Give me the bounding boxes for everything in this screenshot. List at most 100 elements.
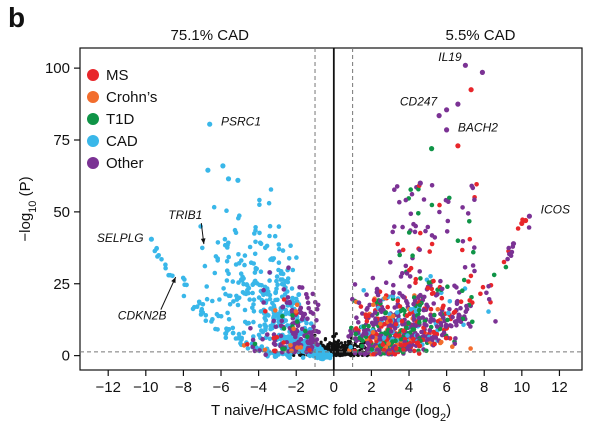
other-point bbox=[315, 302, 321, 308]
right-point bbox=[370, 330, 376, 335]
highlight-point bbox=[205, 167, 211, 173]
highlight-point bbox=[526, 213, 533, 219]
cad-point bbox=[294, 296, 299, 302]
other-point bbox=[305, 340, 311, 346]
cad-point bbox=[290, 267, 296, 273]
right-point bbox=[353, 331, 359, 337]
x-tick-label: −10 bbox=[133, 379, 158, 396]
cad-point bbox=[235, 302, 241, 308]
cad-point bbox=[284, 310, 290, 316]
null-point bbox=[336, 348, 340, 353]
other-point bbox=[304, 292, 309, 297]
cad-point bbox=[257, 202, 262, 207]
right-arm-point bbox=[526, 225, 532, 230]
cad-point bbox=[280, 248, 286, 253]
cad-point bbox=[272, 233, 278, 239]
gene-label: SELPLG bbox=[97, 231, 144, 245]
x-tick-label: 2 bbox=[367, 379, 375, 396]
right-point bbox=[358, 304, 364, 309]
right-point bbox=[417, 302, 423, 308]
null-point bbox=[340, 352, 344, 356]
other-point bbox=[300, 314, 306, 320]
cad-point bbox=[170, 273, 175, 279]
right-point bbox=[439, 295, 445, 301]
right-point bbox=[378, 335, 384, 341]
axes: −12 −10 −8 −6 −4 −2 0 2 4 6 8 10 12 0 25 50 75 100 T naive… bbox=[17, 60, 568, 424]
right-point bbox=[356, 320, 361, 325]
right-point bbox=[361, 324, 367, 330]
legend-swatch bbox=[87, 113, 99, 125]
cad-point bbox=[236, 331, 242, 337]
right-point bbox=[382, 295, 388, 301]
right-point bbox=[370, 335, 375, 340]
right-arm-point bbox=[480, 284, 486, 290]
left-mixed-point bbox=[298, 345, 304, 350]
right-arm-point bbox=[505, 256, 510, 262]
other-point bbox=[298, 305, 304, 311]
left-mixed-point bbox=[305, 334, 310, 340]
right-point bbox=[447, 299, 453, 304]
cad-point bbox=[246, 285, 252, 291]
highlight-point bbox=[462, 62, 468, 68]
cad-point bbox=[251, 319, 256, 325]
cad-point bbox=[237, 213, 242, 218]
cad-point bbox=[259, 283, 264, 288]
right-point bbox=[361, 288, 367, 293]
cad-point bbox=[244, 321, 250, 326]
right-point bbox=[416, 351, 422, 356]
right-point bbox=[467, 236, 473, 242]
cad-point bbox=[156, 253, 161, 258]
right-point bbox=[397, 199, 402, 205]
x-tick-label: −12 bbox=[95, 379, 120, 396]
cad-point bbox=[275, 282, 280, 288]
cad-point bbox=[315, 355, 320, 361]
gene-label: PSRC1 bbox=[221, 115, 261, 129]
cad-point bbox=[199, 306, 205, 312]
right-point bbox=[397, 304, 403, 309]
cad-point bbox=[209, 319, 214, 324]
right-point bbox=[416, 315, 422, 321]
right-point bbox=[426, 280, 432, 285]
right-point bbox=[400, 271, 405, 276]
right-point bbox=[391, 290, 396, 296]
other-point bbox=[263, 352, 269, 358]
right-point bbox=[460, 239, 466, 244]
right-point bbox=[416, 186, 421, 192]
right-point bbox=[386, 341, 391, 346]
x-tick-label: 6 bbox=[442, 379, 450, 396]
right-point bbox=[408, 211, 414, 217]
right-point bbox=[388, 260, 393, 265]
cad-point bbox=[286, 255, 292, 261]
other-point bbox=[261, 287, 266, 293]
null-point bbox=[335, 343, 339, 347]
cad-point bbox=[285, 279, 291, 285]
right-point bbox=[359, 343, 365, 349]
highlight-point bbox=[148, 236, 154, 242]
right-point bbox=[439, 286, 445, 292]
right-point bbox=[395, 298, 401, 304]
cad-point bbox=[204, 284, 209, 289]
right-point bbox=[418, 230, 423, 236]
cad-point bbox=[274, 274, 280, 279]
right-point bbox=[370, 275, 376, 281]
right-point bbox=[428, 274, 433, 279]
cad-point bbox=[226, 327, 231, 332]
right-point bbox=[393, 333, 399, 338]
cad-point bbox=[273, 297, 278, 303]
right-arm-point bbox=[417, 343, 423, 349]
right-point bbox=[471, 249, 476, 255]
panel-label: b bbox=[8, 2, 26, 33]
gene-label: CD247 bbox=[400, 95, 439, 109]
left-mixed-point bbox=[280, 346, 285, 352]
left-mixed-point bbox=[263, 309, 268, 314]
right-point bbox=[406, 230, 412, 235]
cad-point bbox=[240, 290, 246, 295]
other-point bbox=[278, 333, 284, 339]
right-point bbox=[467, 219, 472, 224]
cad-point bbox=[210, 298, 215, 304]
right-point bbox=[427, 328, 433, 333]
x-tick-label: −2 bbox=[288, 379, 305, 396]
right-point bbox=[424, 348, 429, 354]
cad-point bbox=[251, 261, 256, 266]
highlight-point bbox=[207, 121, 213, 127]
